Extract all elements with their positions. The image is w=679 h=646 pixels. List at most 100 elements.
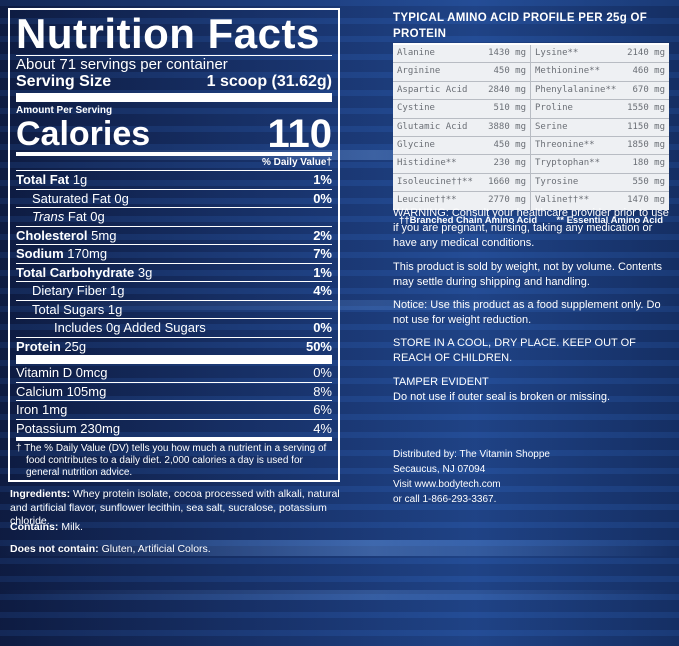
- amino-value: 1550 mg: [627, 103, 665, 114]
- amino-cell: Isoleucine††** 1660 mg: [393, 173, 531, 192]
- ingredients-text: Ingredients: Whey protein isolate, cocoa…: [10, 488, 340, 527]
- nutrient-row-dietary-fiber: Dietary Fiber 1g 4%: [16, 281, 332, 300]
- amino-name: Histidine**: [397, 158, 457, 169]
- amino-row: Isoleucine††** 1660 mg Tyrosine 550 mg: [393, 173, 669, 193]
- amino-name: Proline: [535, 103, 573, 114]
- amino-row: Cystine 510 mg Proline 1550 mg: [393, 100, 669, 119]
- amino-name: Leucine††**: [397, 195, 457, 206]
- amino-row: Histidine** 230 mg Tryptophan** 180 mg: [393, 155, 669, 174]
- serving-size: Serving Size 1 scoop (31.62g): [16, 73, 332, 90]
- contains-text: Contains: Milk.: [10, 521, 83, 533]
- servings-per-container: About 71 servings per container: [16, 56, 228, 73]
- nutrient-row-added-sugars: Includes 0g Added Sugars 0%: [16, 318, 332, 337]
- amino-name: Isoleucine††**: [397, 176, 473, 187]
- amino-cell: Threonine** 1850 mg: [531, 137, 669, 154]
- daily-value-header: % Daily Value†: [261, 157, 332, 168]
- amino-value: 450 mg: [493, 139, 526, 150]
- amino-name: Arginine: [397, 66, 441, 77]
- vitamin-row-potassium: Potassium 230mg 4%: [16, 418, 332, 436]
- amino-value: 2770 mg: [488, 195, 526, 206]
- amino-name: Threonine**: [535, 139, 595, 150]
- amino-table: Alanine 1430 mg Lysine** 2140 mg Arginine 450…: [393, 45, 669, 210]
- amino-name: Serine: [535, 121, 568, 132]
- amino-row: Leucine††** 2770 mg Valine††** 1470 mg: [393, 192, 669, 210]
- amino-name: Glycine: [397, 139, 435, 150]
- amino-cell: Lysine** 2140 mg: [531, 45, 669, 62]
- nutrient-row-cholesterol: Cholesterol 5mg 2%: [16, 225, 332, 243]
- amino-cell: Glycine 450 mg: [393, 136, 531, 155]
- nutrient-row-protein: Protein 25g 50%: [16, 336, 332, 354]
- amino-row: Arginine 450 mg Methionine** 460 mg: [393, 63, 669, 82]
- amino-value: 1430 mg: [488, 48, 526, 58]
- amino-cell: Histidine** 230 mg: [393, 155, 531, 173]
- amino-name: Glutamic Acid: [397, 121, 468, 132]
- calories-label: Calories: [16, 115, 151, 153]
- does-not-contain-text: Does not contain: Gluten, Artificial Col…: [10, 543, 211, 555]
- amino-value: 1150 mg: [627, 121, 665, 132]
- calories-value: 110: [267, 112, 332, 156]
- amino-name: Aspartic Acid: [397, 84, 468, 95]
- nutrient-row-total-fat: Total Fat 1g 1%: [16, 170, 332, 187]
- amino-cell: Methionine** 460 mg: [531, 63, 669, 80]
- amino-name: Alanine: [397, 48, 435, 58]
- amino-value: 450 mg: [493, 66, 526, 77]
- amount-per-serving: Amount Per Serving: [16, 105, 113, 116]
- amino-name: Cystine: [397, 103, 435, 114]
- nutrient-row-total-carbohydrate: Total Carbohydrate 3g 1%: [16, 262, 332, 280]
- amino-name: Tryptophan**: [535, 158, 601, 169]
- amino-name: Phenylalanine**: [535, 84, 617, 95]
- tamper-title: TAMPER EVIDENT: [393, 376, 489, 388]
- amino-name: Lysine**: [535, 48, 579, 58]
- storage-notice: STORE IN A COOL, DRY PLACE. KEEP OUT OF …: [393, 337, 636, 364]
- amino-value: 1850 mg: [627, 139, 665, 150]
- weight-notice: This product is sold by weight, not by v…: [393, 261, 663, 288]
- amino-value: 1470 mg: [627, 195, 665, 206]
- amino-value: 2840 mg: [488, 84, 526, 95]
- amino-cell: Leucine††** 2770 mg: [393, 192, 531, 210]
- amino-profile-title: TYPICAL AMINO ACID PROFILE PER 25g OF PR…: [393, 10, 669, 45]
- amino-cell: Proline 1550 mg: [531, 100, 669, 117]
- amino-value: 670 mg: [632, 84, 665, 95]
- amino-value: 180 mg: [632, 158, 665, 169]
- amino-cell: Aspartic Acid 2840 mg: [393, 81, 531, 100]
- nutrition-facts-title: Nutrition Facts: [16, 10, 320, 57]
- daily-value-footnote: † The % Daily Value (DV) tells you how m…: [16, 443, 327, 478]
- vitamin-row-d: Vitamin D 0mcg 0%: [16, 365, 332, 380]
- distributor-info: Distributed by: The Vitamin Shoppe Secau…: [393, 449, 550, 505]
- amino-value: 460 mg: [632, 66, 665, 77]
- amino-row: Glycine 450 mg Threonine** 1850 mg: [393, 136, 669, 156]
- amino-acid-profile: TYPICAL AMINO ACID PROFILE PER 25g OF PR…: [393, 10, 669, 226]
- amino-cell: Tryptophan** 180 mg: [531, 155, 669, 172]
- vitamin-row-calcium: Calcium 105mg 8%: [16, 381, 332, 399]
- vitamin-row-iron: Iron 1mg 6%: [16, 400, 332, 417]
- amino-name: Methionine**: [535, 66, 601, 77]
- amino-value: 2140 mg: [627, 48, 665, 58]
- amino-value: 510 mg: [493, 103, 526, 114]
- nutrient-row-total-sugars: Total Sugars 1g: [16, 299, 332, 319]
- amino-cell: Arginine 450 mg: [393, 63, 531, 81]
- amino-name: Valine††**: [535, 195, 590, 206]
- amino-row: Aspartic Acid 2840 mg Phenylalanine** 670 m…: [393, 81, 669, 101]
- calories-row: Calories 110: [16, 112, 332, 156]
- amino-cell: Alanine 1430 mg: [393, 45, 531, 63]
- amino-value: 3880 mg: [488, 121, 526, 132]
- amino-value: 1660 mg: [488, 176, 526, 187]
- amino-name: Tyrosine: [535, 176, 579, 187]
- amino-cell: Serine 1150 mg: [531, 119, 669, 136]
- amino-cell: Tyrosine 550 mg: [531, 174, 669, 191]
- nutrient-row-sodium: Sodium 170mg 7%: [16, 244, 332, 261]
- amino-value: 550 mg: [632, 176, 665, 187]
- tamper-text: Do not use if outer seal is broken or mi…: [393, 391, 611, 403]
- nutrient-row-trans-fat: Trans Fat 0g: [16, 207, 332, 226]
- amino-legend: ††Branched Chain Amino Acid ** Essential…: [399, 214, 663, 226]
- supplement-notice: Notice: Use this product as a food suppl…: [393, 299, 661, 326]
- nutrient-row-saturated-fat: Saturated Fat 0g 0%: [16, 188, 332, 208]
- amino-cell: Cystine 510 mg: [393, 100, 531, 118]
- nutrition-facts-panel: Nutrition Facts About 71 servings per co…: [8, 8, 340, 482]
- warning-text: WARNING: Consult your healthcare provide…: [393, 207, 669, 249]
- amino-cell: Glutamic Acid 3880 mg: [393, 118, 531, 136]
- amino-cell: Valine††** 1470 mg: [531, 192, 669, 209]
- amino-row: Alanine 1430 mg Lysine** 2140 mg: [393, 45, 669, 64]
- amino-cell: Phenylalanine** 670 mg: [531, 82, 669, 99]
- amino-row: Glutamic Acid 3880 mg Serine 1150 mg: [393, 118, 669, 137]
